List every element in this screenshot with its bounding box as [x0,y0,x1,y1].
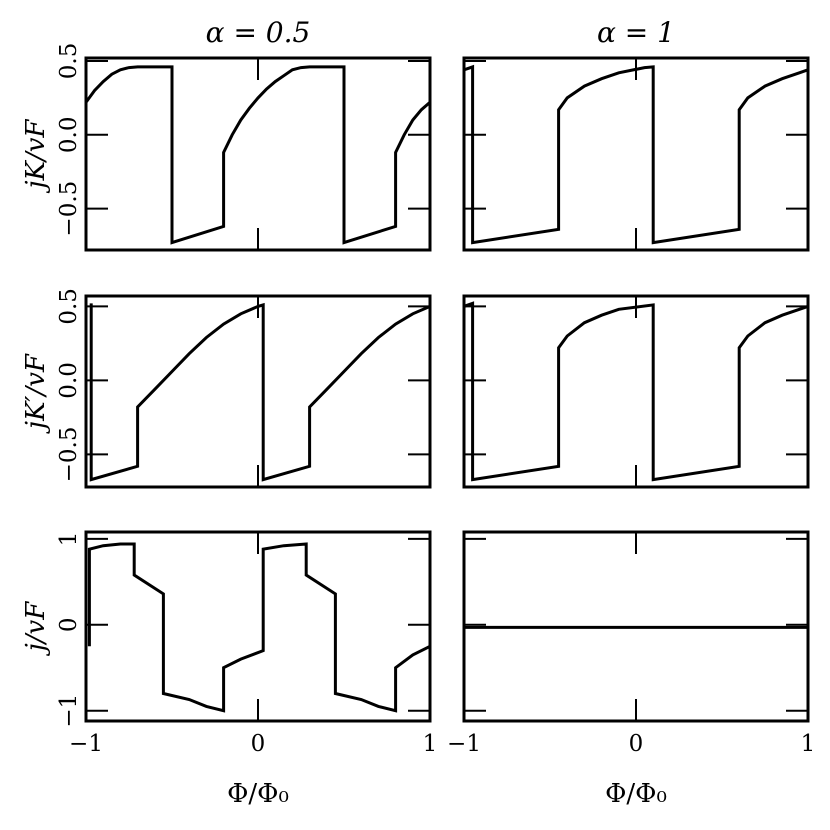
series-line-1-0 [89,302,430,482]
y-tick-label: 0.5 [56,43,82,80]
series-line-1-1 [464,301,808,482]
y-tick-label: 0.0 [56,117,82,154]
column-title-left: α = 0.5 [206,16,311,49]
y-axis-label: jK/vF [21,119,51,194]
panel-1-0: 0.5 0.0 −0.5jK′/vF [21,288,432,489]
y-tick-label: 1 [56,532,82,547]
axes-frame [84,294,432,489]
axes-frame [462,530,810,723]
series-line-2-0 [87,542,430,713]
panel-0-0: 0.5 0.0 −0.5jK/vF [21,43,432,252]
y-axis-label: j/vF [21,601,51,657]
column-title-right: α = 1 [597,16,675,49]
panels: 0.50.0−0.5jK/vF0.50.0−0.5jK′/vF−1 0 110−1j… [21,43,815,757]
y-tick-label: −0.5 [56,426,82,482]
x-tick-label: 1 [423,731,438,757]
panel-1-1 [462,294,810,489]
y-axis-label: jK′/vF [21,353,51,434]
y-tick-label: 0 [56,617,82,632]
axes-frame [462,56,810,252]
x-tick-label: −1 [447,731,481,757]
x-tick-label: −1 [69,731,103,757]
series-line-0-0 [86,65,430,245]
x-tick-label: 1 [801,731,816,757]
panel-0-1 [462,56,810,252]
axes-frame [84,56,432,252]
x-tick-label: 0 [629,731,644,757]
panel-2-0: −1 0 1 1 0 −1 j/vF [21,530,438,757]
x-tick-label: 0 [251,731,266,757]
axes-frame [84,530,432,723]
y-tick-label: 0.0 [56,362,82,399]
x-axis-label-right: Φ/Φ₀ [605,779,667,809]
axes-frame [462,294,810,489]
y-tick-label: −1 [56,694,82,728]
x-axis-label-left: Φ/Φ₀ [227,779,289,809]
panel-2-1: −1 0 1 [447,530,816,757]
y-tick-label: 0.5 [56,288,82,325]
series-line-0-1 [464,64,808,245]
y-tick-label: −0.5 [56,181,82,237]
